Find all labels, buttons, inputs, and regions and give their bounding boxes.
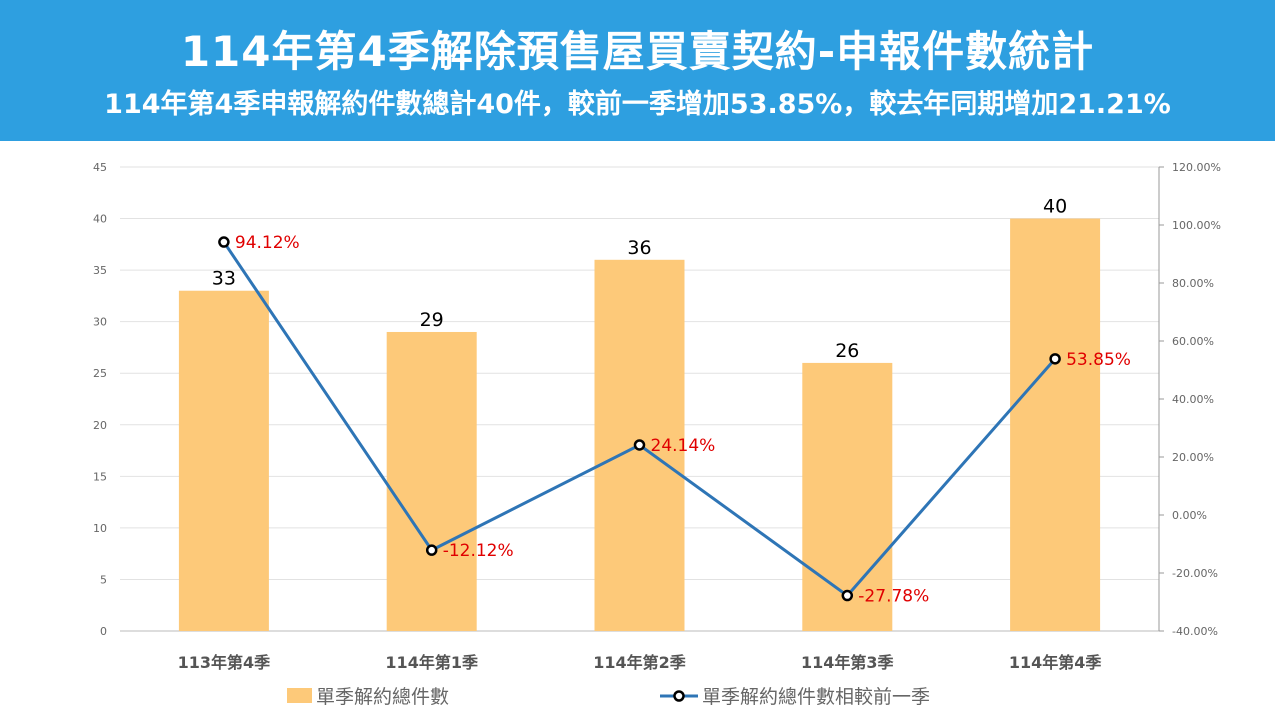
y-right-tick-label: 0.00% bbox=[1172, 509, 1207, 522]
line-point bbox=[841, 589, 854, 602]
line-point bbox=[218, 236, 230, 248]
line-data-label: 24.14% bbox=[651, 436, 716, 456]
page-title: 114年第4季解除預售屋買賣契約-申報件數統計 bbox=[180, 27, 1095, 76]
line-data-label: -12.12% bbox=[443, 541, 514, 561]
y-left-tick-label: 40 bbox=[93, 213, 107, 226]
bar bbox=[386, 331, 477, 631]
y-right-tick-label: 40.00% bbox=[1172, 393, 1214, 406]
line-point bbox=[633, 439, 646, 451]
bar bbox=[802, 362, 893, 631]
y-right-tick-label: 20.00% bbox=[1172, 451, 1214, 464]
page-subtitle: 114年第4季申報解約件數總計40件，較前一季增加53.85%，較去年同期增加2… bbox=[104, 89, 1171, 120]
legend-label-bar: 單季解約總件數 bbox=[316, 686, 449, 708]
y-left-tick-label: 5 bbox=[100, 573, 107, 586]
bar bbox=[1010, 218, 1101, 632]
bar-data-label: 33 bbox=[212, 268, 236, 290]
y-right-tick-label: -20.00% bbox=[1172, 567, 1218, 580]
bar-data-label: 36 bbox=[627, 237, 651, 259]
line-point bbox=[1049, 353, 1061, 365]
line-data-label: 94.12% bbox=[235, 233, 300, 253]
line-data-label: 53.85% bbox=[1066, 350, 1131, 370]
bar-data-label: 26 bbox=[835, 340, 859, 362]
header-banner: 114年第4季解除預售屋買賣契約-申報件數統計 114年第4季申報解約件數總計4… bbox=[0, 0, 1275, 141]
y-left-tick-label: 10 bbox=[93, 522, 107, 535]
bar-data-label: 29 bbox=[420, 309, 444, 331]
bar bbox=[178, 290, 269, 631]
x-category-label: 114年第3季 bbox=[801, 653, 895, 672]
legend-swatch-bar bbox=[287, 688, 312, 703]
bar-data-label: 40 bbox=[1043, 196, 1067, 218]
y-left-tick-label: 45 bbox=[93, 161, 107, 174]
y-right-tick-label: 60.00% bbox=[1172, 335, 1214, 348]
y-right-tick-label: 120.00% bbox=[1172, 161, 1221, 174]
y-left-tick-label: 0 bbox=[100, 625, 107, 638]
y-left-tick-label: 15 bbox=[93, 470, 107, 483]
y-right-tick-label: 100.00% bbox=[1172, 219, 1221, 232]
y-left-tick-label: 30 bbox=[93, 316, 107, 329]
x-category-label: 114年第2季 bbox=[593, 653, 687, 672]
legend-label-line: 單季解約總件數相較前一季 bbox=[702, 686, 930, 708]
x-category-label: 113年第4季 bbox=[178, 653, 272, 672]
x-category-label: 114年第1季 bbox=[385, 653, 479, 672]
y-right-tick-label: 80.00% bbox=[1172, 277, 1214, 290]
legend-swatch-marker bbox=[673, 690, 685, 702]
y-right-tick-label: -40.00% bbox=[1172, 625, 1218, 638]
line-data-label: -27.78% bbox=[858, 587, 929, 607]
y-left-tick-label: 20 bbox=[93, 419, 107, 432]
x-category-label: 114年第4季 bbox=[1009, 653, 1103, 672]
line-point bbox=[425, 544, 438, 556]
y-left-tick-label: 35 bbox=[93, 264, 107, 277]
y-left-tick-label: 25 bbox=[93, 367, 107, 380]
